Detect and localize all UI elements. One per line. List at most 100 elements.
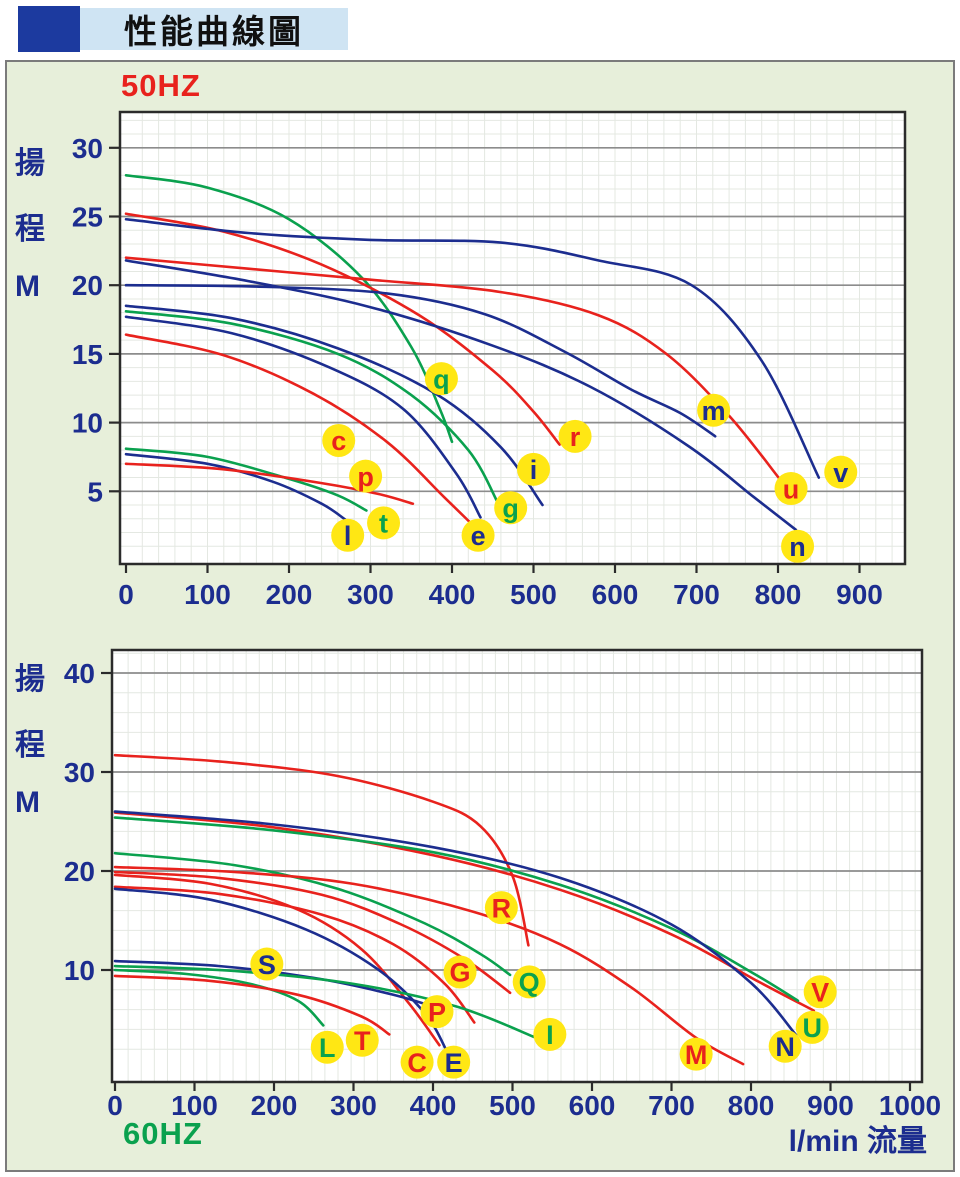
y-axis-label-50hz: 揚 程 M	[15, 138, 59, 304]
curve-label-50hz-u: u	[774, 472, 808, 506]
y-tick-label: 10	[64, 955, 95, 986]
x-tick-label: 600	[569, 1090, 616, 1121]
curve-50hz-g	[124, 310, 499, 504]
curve-label-letter: E	[445, 1048, 463, 1078]
curve-50hz-q	[124, 173, 454, 444]
plot-frame	[118, 110, 907, 566]
page-title: 性能曲線圖	[124, 13, 304, 50]
x-tick-label: 800	[728, 1090, 775, 1121]
x-tick-label: 100	[184, 579, 231, 610]
curve-label-letter: N	[775, 1032, 795, 1062]
x-tick-label: 0	[107, 1090, 123, 1121]
curve-label-letter: q	[433, 364, 450, 394]
x-tick-label: 700	[648, 1090, 695, 1121]
curve-label-60hz-S: S	[250, 947, 284, 981]
x-axis-label-60hz: l/min 流量	[788, 1125, 927, 1158]
curve-label-letter: i	[530, 455, 538, 485]
x-tick-label: 400	[429, 579, 476, 610]
curve-label-50hz-n: n	[781, 529, 815, 563]
curve-label-letter: n	[789, 532, 806, 562]
freq-label-50hz: 50HZ	[121, 68, 201, 103]
curve-label-circle	[443, 955, 477, 989]
curve-label-circle	[774, 472, 808, 506]
curve-label-letter: g	[502, 494, 519, 524]
curve-label-circle	[331, 518, 365, 552]
curve-label-60hz-G: G	[443, 955, 477, 989]
curve-label-60hz-I: I	[533, 1017, 567, 1051]
curve-50hz-c	[124, 333, 477, 529]
curve-50hz-v	[124, 217, 821, 479]
curve-label-circle	[679, 1037, 713, 1071]
curve-label-60hz-C: C	[400, 1045, 434, 1079]
curve-label-letter: M	[685, 1040, 708, 1070]
curve-label-circle	[824, 455, 858, 489]
curve-label-circle	[437, 1045, 471, 1079]
x-tick-label: 200	[266, 579, 313, 610]
x-tick-label: 400	[410, 1090, 457, 1121]
y-tick-label: 20	[72, 270, 103, 301]
chart-panel: 50HZ 揚 程 M 0 100 200 300 400 500 600 700 800 900 5…	[5, 60, 955, 1172]
curve-label-letter: m	[702, 396, 726, 426]
curve-label-60hz-Q: Q	[512, 965, 546, 999]
curve-label-letter: v	[833, 458, 848, 488]
curve-label-letter: c	[331, 426, 346, 456]
y-axis-label-char: M	[15, 270, 40, 303]
x-tick-label: 500	[510, 579, 557, 610]
curve-label-letter: Q	[519, 968, 540, 998]
curve-label-circle	[250, 947, 284, 981]
curve-label-circle	[345, 1023, 379, 1057]
curve-label-circle	[367, 506, 401, 540]
curve-50hz-p	[124, 462, 415, 505]
curve-label-50hz-v: v	[824, 455, 858, 489]
curve-label-letter: R	[492, 893, 512, 923]
x-tick-label: 900	[836, 579, 883, 610]
curve-label-circle	[781, 529, 815, 563]
curve-label-letter: V	[811, 978, 829, 1008]
curve-label-circle	[697, 393, 731, 427]
curve-label-circle	[795, 1010, 829, 1044]
curve-60hz-U	[113, 816, 800, 1002]
y-tick-label: 10	[72, 408, 103, 439]
freq-label-60hz: 60HZ	[123, 1116, 203, 1151]
y-tick-label: 20	[64, 856, 95, 887]
x-tick-label: 0	[118, 579, 134, 610]
curve-label-50hz-e: e	[461, 518, 495, 552]
chart-50hz: 0 100 200 300 400 500 600 700 800 900 5 10 15 20 25 30 q…	[72, 110, 907, 610]
y-axis-label-char: M	[15, 786, 40, 819]
x-tick-label: 300	[330, 1090, 377, 1121]
curve-label-circle	[517, 452, 550, 486]
x-tick-label: 1000	[879, 1090, 941, 1121]
curve-label-circle	[461, 518, 495, 552]
curve-label-circle	[803, 975, 837, 1009]
curve-label-60hz-V: V	[803, 975, 837, 1009]
curve-label-circle	[349, 459, 383, 493]
curve-label-60hz-M: M	[679, 1037, 713, 1071]
curve-60hz-Q	[113, 851, 512, 977]
curve-label-60hz-E: E	[437, 1045, 471, 1079]
curve-50hz-n	[124, 259, 798, 532]
y-axis-label-char: 揚	[15, 147, 45, 180]
curve-label-50hz-q: q	[424, 362, 458, 396]
y-axis-label-60hz: 揚 程 M	[15, 654, 59, 820]
minor-grid	[112, 650, 922, 1082]
curve-label-letter: C	[407, 1048, 427, 1078]
curve-60hz-N	[113, 810, 798, 1037]
curve-label-circle	[424, 362, 458, 396]
y-tick-label: 5	[87, 476, 103, 507]
curve-label-60hz-L: L	[310, 1030, 344, 1064]
curve-label-50hz-r: r	[558, 419, 592, 453]
page-title-bar: 性能曲線圖	[80, 8, 348, 50]
y-tick-label: 40	[64, 658, 95, 689]
curve-label-50hz-c: c	[322, 423, 356, 457]
curve-label-50hz-i: i	[517, 452, 550, 486]
curve-label-circle	[484, 891, 518, 925]
curve-60hz-T	[113, 974, 391, 1036]
curve-label-60hz-T: T	[345, 1023, 379, 1057]
curve-label-letter: L	[319, 1033, 336, 1063]
curve-label-letter: I	[546, 1020, 554, 1050]
x-tick-label: 600	[592, 579, 639, 610]
curve-50hz-e	[124, 315, 482, 519]
curve-label-letter: P	[428, 997, 446, 1027]
curve-50hz-m	[124, 283, 717, 438]
curve-label-letter: u	[783, 474, 800, 504]
